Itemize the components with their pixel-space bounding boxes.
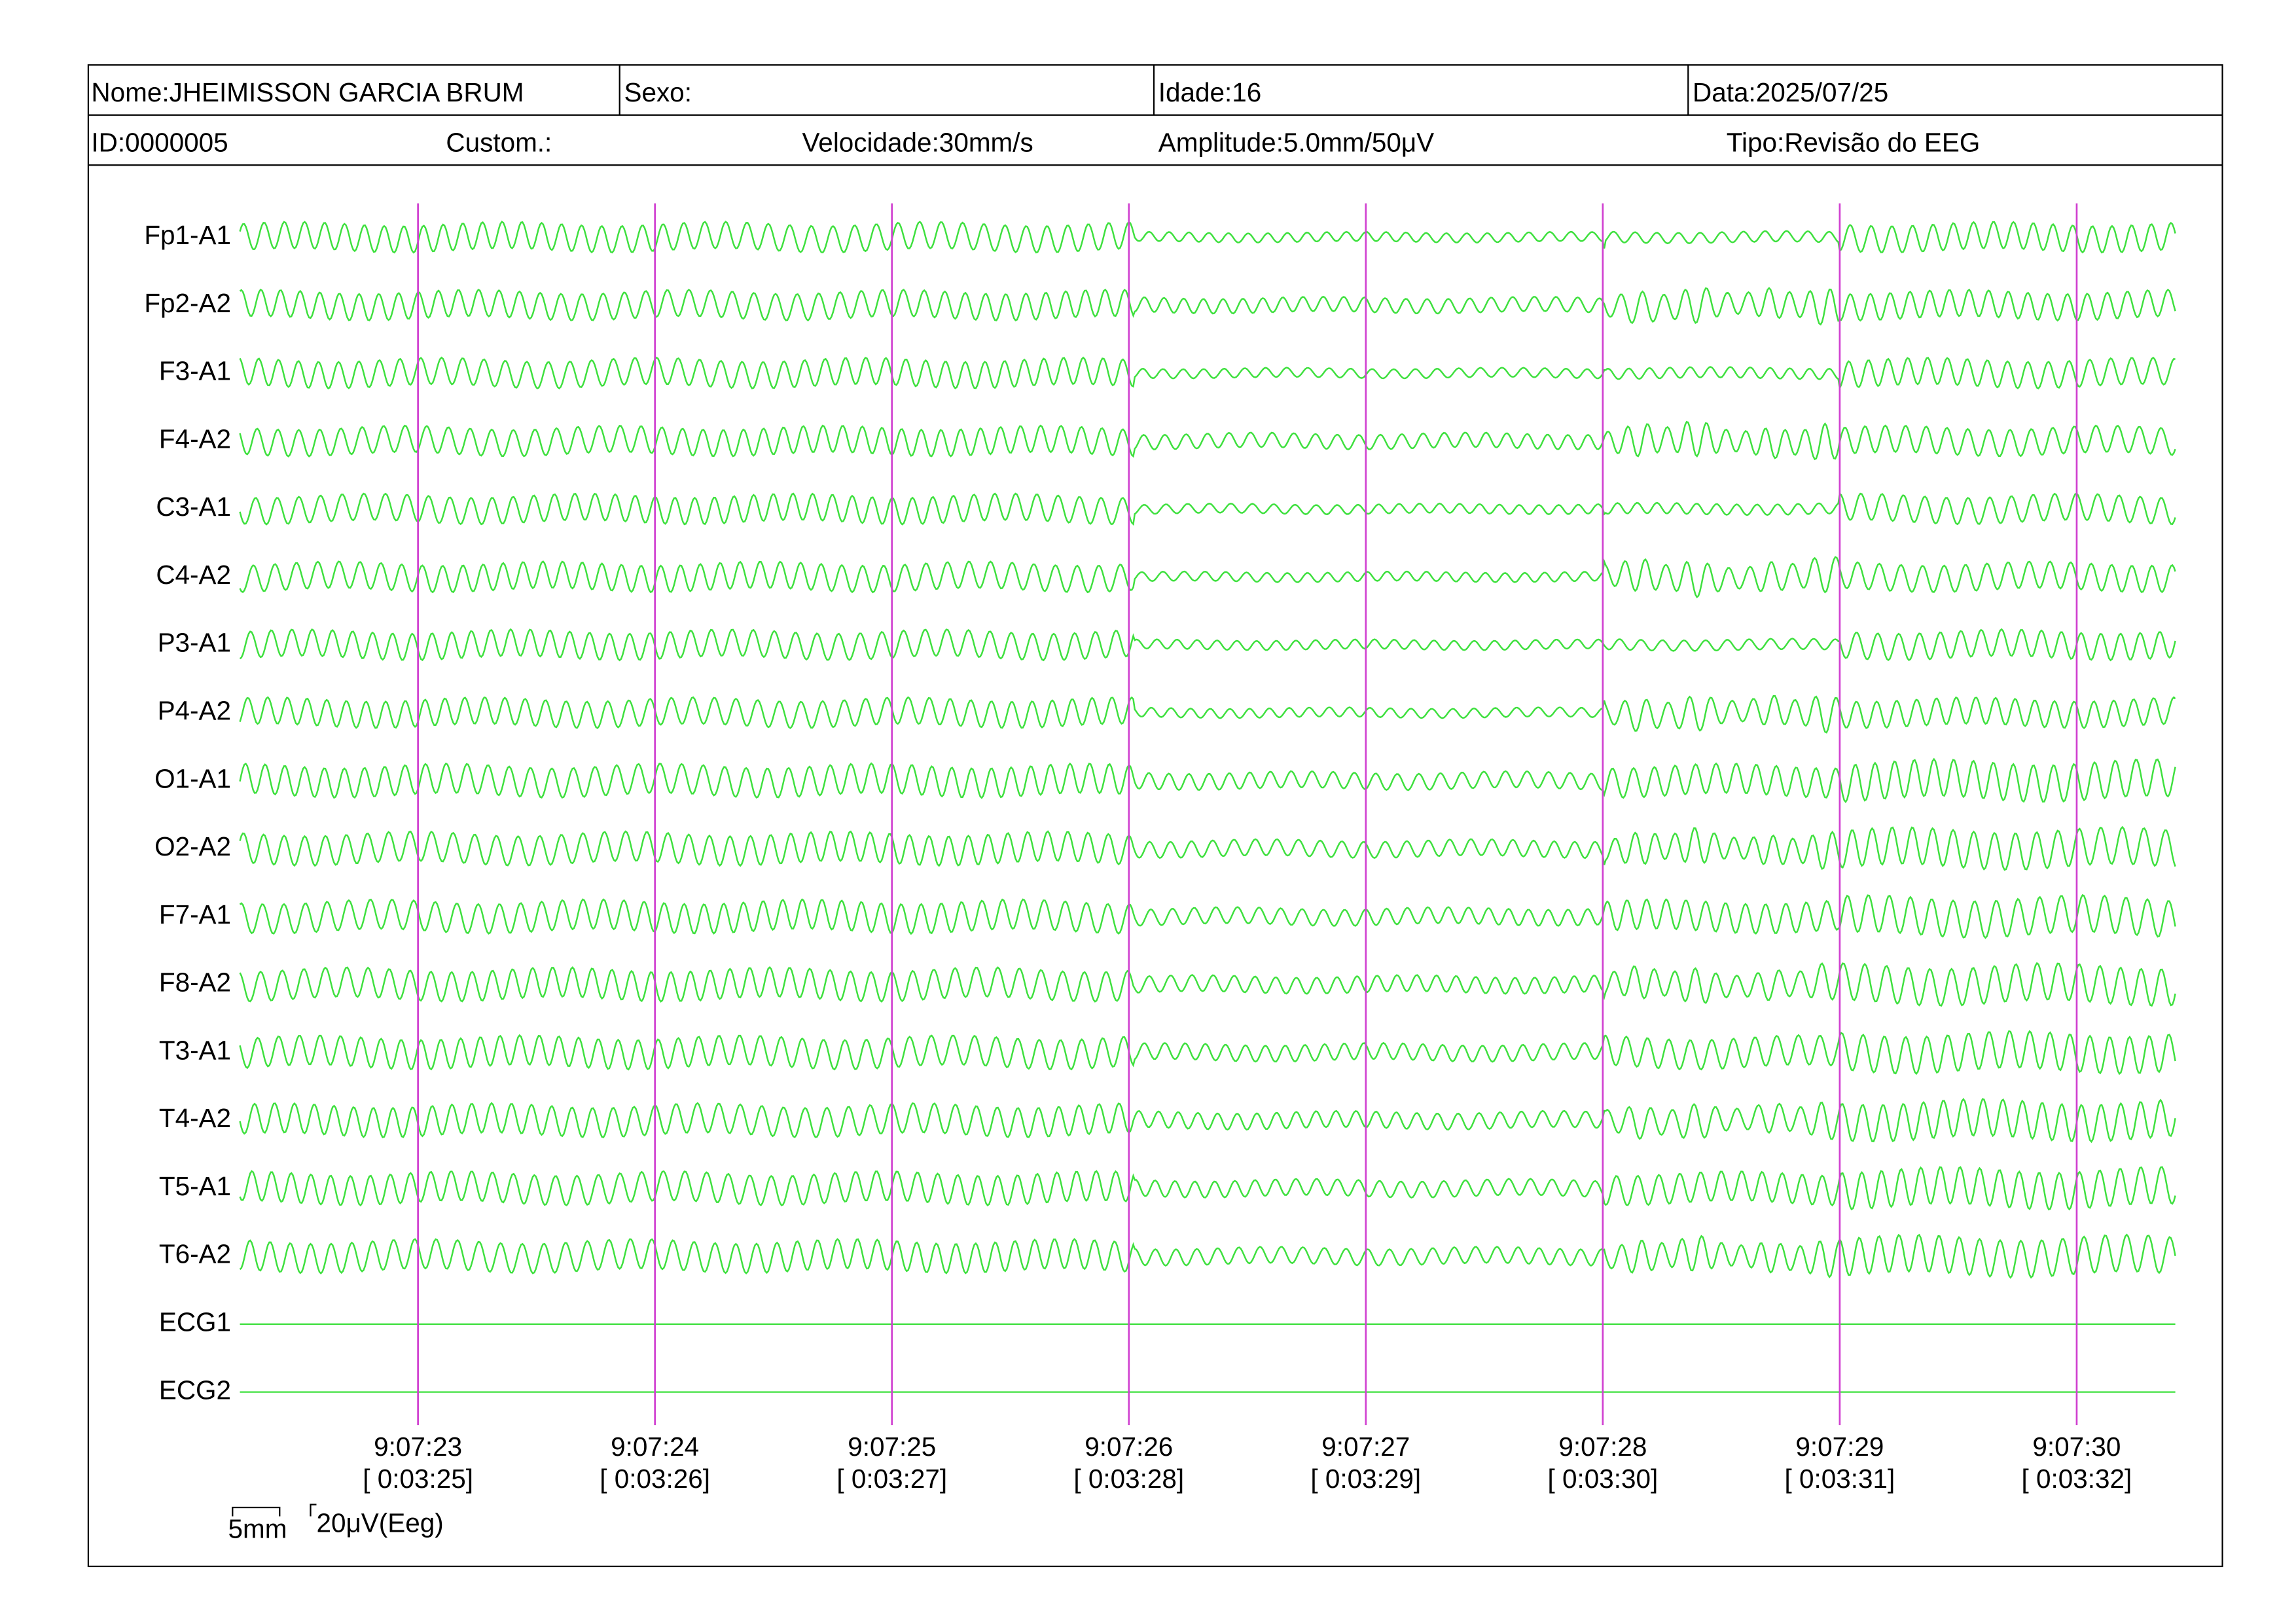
- channel-label: T3-A1: [159, 1035, 231, 1065]
- time-scale-label: 5mm: [228, 1514, 287, 1544]
- channel-label: C3-A1: [156, 492, 231, 522]
- channel-label: F8-A2: [159, 967, 231, 998]
- eeg-trace: [239, 757, 2176, 804]
- channel-label: P4-A2: [158, 696, 231, 726]
- time-label: 9:07:30: [2032, 1432, 2121, 1462]
- channel-label: ECG2: [159, 1375, 231, 1405]
- header-field: Sexo:: [624, 77, 691, 107]
- channel-label: T4-A2: [159, 1103, 231, 1133]
- frame: [87, 64, 2223, 1568]
- eeg-trace: [239, 492, 2176, 526]
- header-field: Velocidade:30mm/s: [802, 127, 1033, 157]
- channel-label: ECG1: [159, 1307, 231, 1337]
- elapsed-label: [ 0:03:25]: [363, 1464, 473, 1494]
- elapsed-label: [ 0:03:31]: [1785, 1464, 1895, 1494]
- header-field: Custom.:: [446, 127, 552, 157]
- header-field: Amplitude:5.0mm/50μV: [1158, 127, 1434, 157]
- eeg-trace: [239, 1166, 2176, 1211]
- channel-label: T5-A1: [159, 1171, 231, 1201]
- eeg-trace: [239, 628, 2176, 662]
- header-field: Nome:JHEIMISSON GARCIA BRUM: [91, 77, 524, 107]
- elapsed-label: [ 0:03:29]: [1310, 1464, 1421, 1494]
- elapsed-label: [ 0:03:32]: [2022, 1464, 2132, 1494]
- eeg-trace: [239, 1233, 2176, 1279]
- amplitude-scale-label: 20μV(Eeg): [316, 1508, 443, 1538]
- elapsed-label: [ 0:03:27]: [836, 1464, 947, 1494]
- header-field: ID:0000005: [91, 127, 228, 157]
- channel-label: Fp1-A1: [144, 220, 231, 250]
- time-label: 9:07:23: [374, 1432, 462, 1462]
- channel-label: T6-A2: [159, 1239, 231, 1269]
- channel-label: F4-A2: [159, 424, 231, 454]
- channel-label: Fp2-A2: [144, 288, 231, 318]
- elapsed-label: [ 0:03:30]: [1547, 1464, 1658, 1494]
- channel-label: F3-A1: [159, 356, 231, 386]
- eeg-trace: [239, 287, 2176, 326]
- channel-label: P3-A1: [158, 628, 231, 658]
- eeg-trace: [239, 1098, 2176, 1144]
- eeg-trace: [239, 221, 2176, 254]
- header-field: Data:2025/07/25: [1693, 77, 1888, 107]
- eeg-trace: [239, 962, 2176, 1007]
- eeg-trace: [239, 825, 2176, 871]
- time-scale-bar: [232, 1506, 281, 1517]
- elapsed-label: [ 0:03:26]: [600, 1464, 710, 1494]
- eeg-trace: [239, 556, 2176, 599]
- eeg-trace: [239, 893, 2176, 939]
- channel-label: C4-A2: [156, 560, 231, 590]
- channel-label: F7-A1: [159, 899, 231, 929]
- amplitude-scale-bar: [310, 1504, 317, 1517]
- time-label: 9:07:29: [1795, 1432, 1884, 1462]
- channel-label: O1-A1: [154, 763, 231, 793]
- eeg-trace: [239, 695, 2176, 734]
- header-field: Tipo:Revisão do EEG: [1727, 127, 1981, 157]
- elapsed-label: [ 0:03:28]: [1073, 1464, 1184, 1494]
- eeg-trace: [239, 420, 2176, 461]
- eeg-trace: [239, 1030, 2176, 1075]
- time-label: 9:07:26: [1085, 1432, 1173, 1462]
- eeg-trace: [239, 356, 2176, 391]
- time-label: 9:07:27: [1321, 1432, 1410, 1462]
- time-label: 9:07:28: [1558, 1432, 1647, 1462]
- channel-label: O2-A2: [154, 831, 231, 861]
- time-label: 9:07:24: [611, 1432, 699, 1462]
- time-label: 9:07:25: [848, 1432, 936, 1462]
- header-field: Idade:16: [1158, 77, 1262, 107]
